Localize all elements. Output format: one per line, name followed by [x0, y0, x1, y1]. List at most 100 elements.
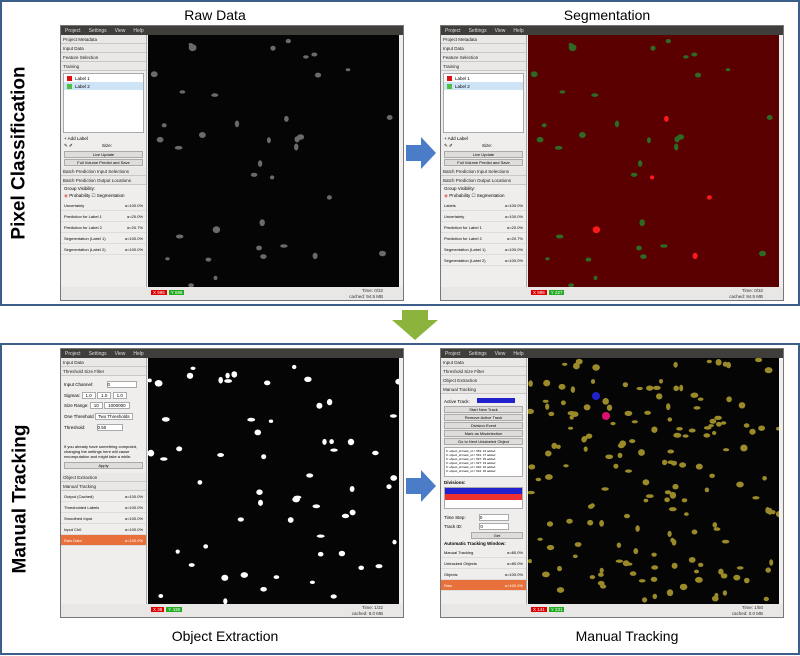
menu-project[interactable]: Project — [65, 27, 81, 34]
sigma-field[interactable]: 1.0 — [81, 392, 96, 399]
layer-row[interactable]: Objects α=100.0% — [441, 569, 526, 580]
image-view-raw[interactable] — [148, 35, 399, 287]
sigma-field[interactable]: 1.0 — [112, 392, 127, 399]
applet-feature-selection[interactable]: Feature Selection — [61, 53, 146, 62]
layer-row[interactable]: Uncertainty α=100.0% — [61, 200, 146, 211]
label-row[interactable]: Label 2 — [64, 82, 143, 90]
size-max-field[interactable]: 1000000 — [104, 402, 130, 409]
layer-row[interactable]: Uncertainty α=100.0% — [441, 211, 526, 222]
menu-settings[interactable]: Settings — [88, 27, 107, 34]
next-unlabeled-button[interactable]: Go to Next Unlabeled Object — [444, 438, 523, 445]
layer-row[interactable]: Input Ch0 α=100.0% — [61, 524, 146, 535]
layer-row[interactable]: Thresholded Labels α=100.0% — [61, 502, 146, 513]
apply-button[interactable]: Apply — [64, 462, 143, 469]
layer-row[interactable]: Smoothed Input α=100.0% — [61, 513, 146, 524]
tab-two-thresholds[interactable]: Two Thresholds — [94, 413, 133, 420]
applet-object-extraction[interactable]: Object Extraction — [441, 376, 526, 385]
applet-training[interactable]: Training — [61, 62, 146, 71]
layer-row[interactable]: Output (Cached) α=100.0% — [61, 491, 146, 502]
time-control[interactable]: Time: 0/32 — [741, 288, 763, 293]
menu-help[interactable]: Help — [513, 350, 524, 357]
menu-view[interactable]: View — [114, 350, 126, 357]
label-row[interactable]: Label 2 — [444, 82, 523, 90]
applet-object-extraction[interactable]: Object Extraction — [61, 473, 146, 482]
menu-settings[interactable]: Settings — [468, 27, 487, 34]
live-update-button[interactable]: Live Update — [444, 151, 523, 158]
menu-view[interactable]: View — [114, 27, 126, 34]
track-id-field[interactable]: 0 — [479, 523, 510, 530]
applet-input-data[interactable]: Input Data — [441, 44, 526, 53]
tab-one-threshold[interactable]: One Threshold — [64, 414, 94, 419]
menu-view[interactable]: View — [494, 27, 506, 34]
applet-input-data[interactable]: Input Data — [441, 358, 526, 367]
image-view-segmentation[interactable] — [528, 35, 779, 287]
input-channel-field[interactable]: 0 — [106, 381, 137, 388]
layer-row[interactable]: Segmentation (Label 1) α=100.0% — [61, 233, 146, 244]
layer-row[interactable]: Raw α=100.0% — [441, 580, 526, 591]
applet-input-data[interactable]: Input Data — [61, 358, 146, 367]
applet-threshold-filter[interactable]: Threshold Size Filter — [61, 367, 146, 376]
layer-row[interactable]: Manual Tracking α=80.0% — [441, 547, 526, 558]
threshold-field[interactable]: 0.50 — [96, 424, 123, 431]
applet-manual-tracking[interactable]: Manual Tracking — [441, 385, 526, 394]
menu-settings[interactable]: Settings — [468, 350, 487, 357]
live-update-button[interactable]: Live Update — [64, 151, 143, 158]
time-control[interactable]: Time: 1/50 — [741, 605, 763, 610]
cell-nucleus — [697, 397, 704, 401]
layer-row[interactable]: Prediction for Label 2 α=20.7% — [61, 222, 146, 233]
menu-view[interactable]: View — [494, 350, 506, 357]
layer-row[interactable]: Prediction for Label 2 α=20.7% — [441, 233, 526, 244]
layer-row[interactable]: Segmentation (Label 2) α=100.0% — [441, 255, 526, 266]
applet-batch-input[interactable]: Batch Prediction Input Selections — [441, 167, 526, 176]
get-button[interactable]: Get — [471, 532, 523, 539]
menu-project[interactable]: Project — [65, 350, 81, 357]
sigma-field[interactable]: 1.0 — [97, 392, 112, 399]
layer-row[interactable]: Prediction for Label 1 α=20.0% — [61, 211, 146, 222]
size-min-field[interactable]: 10 — [89, 402, 103, 409]
time-step-field[interactable]: 0 — [478, 514, 509, 521]
applet-batch-output[interactable]: Batch Prediction Output Locations — [61, 176, 146, 185]
applet-batch-output[interactable]: Batch Prediction Output Locations — [441, 176, 526, 185]
menu-help[interactable]: Help — [513, 27, 524, 34]
layer-row[interactable]: Raw Data α=100.0% — [61, 535, 146, 546]
radio-probability[interactable]: ◉ — [64, 193, 68, 198]
applet-manual-tracking[interactable]: Manual Tracking — [61, 482, 146, 491]
remove-active-track-button[interactable]: Remove Active Track — [444, 414, 523, 421]
label-row[interactable]: Label 1 — [444, 74, 523, 82]
full-volume-button[interactable]: Full Volume Predict and Save — [64, 159, 143, 166]
layer-row[interactable]: Segmentation (Label 1) α=100.0% — [441, 244, 526, 255]
tracked-cell[interactable] — [602, 412, 610, 420]
image-view-tracking[interactable] — [528, 358, 779, 604]
applet-batch-input[interactable]: Batch Prediction Input Selections — [61, 167, 146, 176]
division-row[interactable] — [445, 494, 522, 500]
applet-input-data[interactable]: Input Data — [61, 44, 146, 53]
menu-project[interactable]: Project — [445, 350, 461, 357]
layer-row[interactable]: Prediction for Label 1 α=20.0% — [441, 222, 526, 233]
menu-settings[interactable]: Settings — [88, 350, 107, 357]
division-event-button[interactable]: Division Event — [444, 422, 523, 429]
radio-probability[interactable]: ◉ — [444, 193, 448, 198]
division-row[interactable] — [445, 488, 522, 494]
label-row[interactable]: Label 1 — [64, 74, 143, 82]
menu-project[interactable]: Project — [445, 27, 461, 34]
applet-project-metadata[interactable]: Project Metadata — [441, 35, 526, 44]
layer-row[interactable]: Segmentation (Label 2) α=100.0% — [61, 244, 146, 255]
full-volume-button[interactable]: Full Volume Predict and Save — [444, 159, 523, 166]
layer-row[interactable]: Labels α=100.0% — [441, 200, 526, 211]
time-control[interactable]: Time: 0/32 — [361, 288, 383, 293]
mark-misdetection-button[interactable]: Mark as Misdetection — [444, 430, 523, 437]
menu-help[interactable]: Help — [133, 27, 144, 34]
start-new-track-button[interactable]: Start New Track — [444, 406, 523, 413]
active-track-color[interactable] — [477, 398, 516, 403]
applet-training[interactable]: Training — [441, 62, 526, 71]
applet-project-metadata[interactable]: Project Metadata — [61, 35, 146, 44]
applet-threshold-filter[interactable]: Threshold Size Filter — [441, 367, 526, 376]
time-control[interactable]: Time: 1/32 — [361, 605, 383, 610]
add-label-button[interactable]: + Add Label — [64, 136, 88, 141]
tracked-cell[interactable] — [592, 392, 600, 400]
image-view-objects[interactable] — [148, 358, 399, 604]
layer-row[interactable]: Untracked Objects α=80.0% — [441, 558, 526, 569]
menu-help[interactable]: Help — [133, 350, 144, 357]
add-label-button[interactable]: + Add Label — [444, 136, 468, 141]
applet-feature-selection[interactable]: Feature Selection — [441, 53, 526, 62]
